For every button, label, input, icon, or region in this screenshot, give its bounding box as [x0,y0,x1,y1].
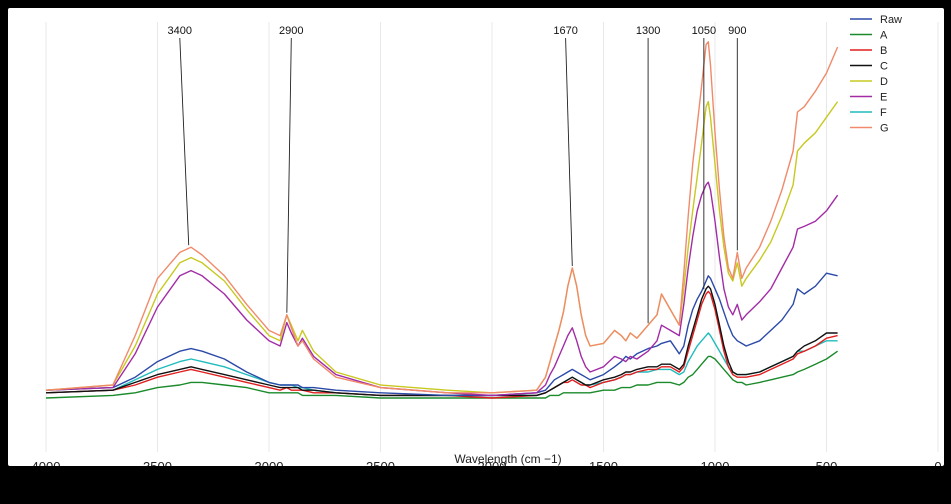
legend-label-e: E [880,92,887,104]
x-tick-label-3000: 3000 [255,459,284,466]
series-lines [45,41,839,399]
series-line-g [45,41,839,394]
x-tick-label-0: 0 [934,459,941,466]
series-line-a [45,350,839,399]
x-axis-ticks: 4000 3500 3000 2500 2000 1500 1000 500 0 [32,459,942,466]
series-line-e [45,181,839,397]
annotation-label-2900: 2900 [279,25,303,37]
chart-panel: 3400 2900 1670 1300 1050 900 4000 3500 3000 2500… [8,8,944,466]
legend-label-d: D [880,76,888,88]
series-line-raw [45,272,838,397]
annotation-label-900: 900 [728,25,746,37]
series-line-c [45,285,838,397]
legend-label-raw: Raw [880,14,902,26]
annotation-label-1670: 1670 [553,25,577,37]
legend-label-g: G [880,123,889,135]
x-tick-label-4000: 4000 [32,459,61,466]
x-tick-label-1000: 1000 [701,459,730,466]
spectrum-chart: 3400 2900 1670 1300 1050 900 4000 3500 3000 2500… [32,14,942,466]
x-tick-label-500: 500 [816,459,838,466]
x-tick-label-2500: 2500 [366,459,395,466]
peak-annotations: 3400 2900 1670 1300 1050 900 [168,25,746,324]
legend-label-a: A [880,30,888,42]
x-tick-label-2000: 2000 [478,459,507,466]
x-axis-label: Wavelength (cm −1) [454,452,561,466]
annotation-label-1300: 1300 [636,25,660,37]
annotation-label-1050: 1050 [692,25,716,37]
annotation-leader-1670 [565,37,573,267]
annotation-leader-2900 [286,37,292,313]
legend-label-f: F [880,107,887,119]
series-line-b [45,290,838,399]
x-tick-label-3500: 3500 [143,459,172,466]
grid [45,22,939,452]
annotation-leader-3400 [179,37,190,246]
legend-label-b: B [880,45,887,57]
x-tick-label-1500: 1500 [589,459,618,466]
legend-label-c: C [880,61,888,73]
annotation-label-3400: 3400 [168,25,192,37]
